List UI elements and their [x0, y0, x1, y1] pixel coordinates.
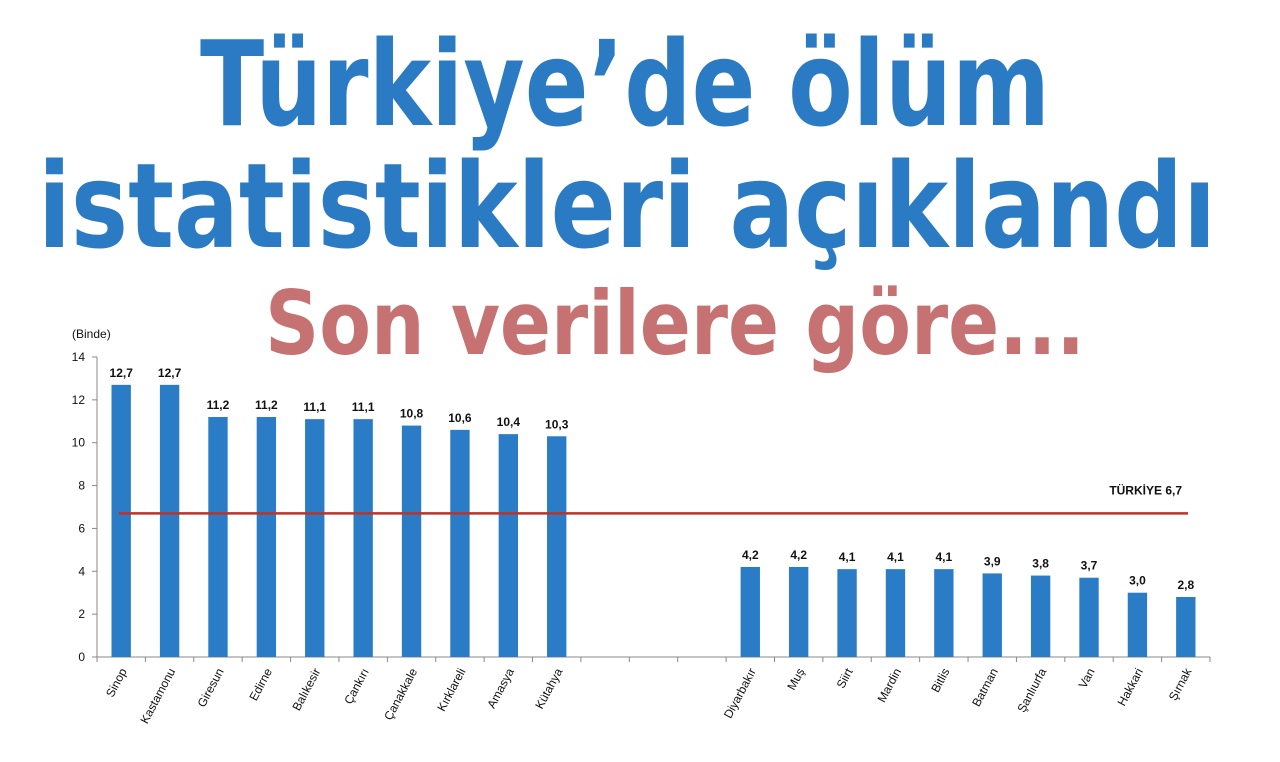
bar	[256, 417, 277, 657]
value-label: 10,6	[448, 411, 472, 425]
x-tick-label: Diyarbakır	[721, 666, 759, 721]
x-tick-label: Batman	[969, 666, 1001, 709]
y-axis-label: (Binde)	[72, 327, 111, 341]
value-label: 4,1	[887, 550, 904, 564]
x-tick-label: Kırklareli	[434, 666, 468, 714]
x-tick-label: Kütahya	[532, 666, 565, 712]
x-tick-label: Şanlıurfa	[1014, 666, 1049, 715]
bar	[1030, 575, 1051, 657]
value-label: 3,9	[984, 554, 1001, 568]
bar	[450, 429, 470, 657]
value-label: 4,1	[839, 550, 856, 564]
bar	[788, 567, 809, 657]
x-tick-label: Çanakkale	[381, 666, 420, 723]
y-tick-label: 2	[78, 607, 85, 621]
x-tick-label: Bitlis	[928, 666, 952, 695]
bar	[111, 384, 131, 657]
bar	[1079, 577, 1099, 657]
y-tick-label: 6	[78, 521, 85, 535]
bar	[305, 419, 325, 657]
bar	[740, 567, 760, 657]
bar	[498, 434, 519, 657]
bar	[401, 425, 422, 657]
subtitle: Son verilere göre...	[265, 272, 1085, 375]
headline-line: istatistikleri açıklandı	[38, 137, 1216, 275]
y-tick-label: 0	[78, 650, 85, 664]
y-tick-label: 12	[72, 393, 86, 407]
value-label: 11,1	[352, 400, 375, 414]
x-tick-label: Amasya	[484, 666, 517, 711]
value-label: 3,8	[1032, 557, 1049, 571]
x-tick-label: Van	[1076, 666, 1098, 691]
bar	[982, 573, 1002, 657]
value-label: 10,3	[545, 417, 569, 431]
x-tick-label: Şırnak	[1166, 665, 1195, 703]
value-label: 3,0	[1129, 574, 1146, 588]
x-tick-label: Sinop	[103, 666, 130, 700]
x-tick-label: Kastamonu	[137, 666, 178, 726]
value-label: 10,8	[400, 407, 424, 421]
y-tick-label: 4	[78, 564, 85, 578]
x-tick-label: Balıkesir	[289, 666, 323, 713]
value-label: 3,7	[1081, 559, 1098, 573]
value-label: 4,2	[742, 548, 759, 562]
bar	[159, 384, 180, 657]
x-tick-label: Siirt	[834, 665, 856, 690]
bar	[547, 436, 567, 657]
value-label: 11,2	[255, 398, 278, 412]
bar	[837, 569, 857, 657]
value-label: 10,4	[497, 415, 521, 429]
value-label: 2,8	[1177, 578, 1194, 592]
bar	[1176, 597, 1196, 657]
bar	[1127, 592, 1148, 657]
reference-label: TÜRKİYE 6,7	[1109, 482, 1182, 497]
x-tick-label: Hakkari	[1115, 666, 1146, 708]
bar	[353, 419, 373, 657]
value-label: 12,7	[110, 366, 134, 380]
y-tick-label: 8	[78, 479, 85, 493]
bar	[885, 569, 906, 657]
x-tick-label: Çankırı	[341, 666, 372, 707]
y-tick-label: 14	[72, 350, 86, 364]
value-label: 4,2	[790, 548, 807, 562]
value-label: 11,2	[207, 398, 230, 412]
value-label: 4,1	[936, 550, 953, 564]
x-tick-label: Edirne	[246, 666, 275, 703]
x-tick-label: Muş	[784, 666, 807, 693]
x-tick-label: Giresun	[195, 666, 227, 710]
x-tick-label: Mardin	[875, 666, 905, 705]
bar	[934, 569, 954, 657]
value-label: 12,7	[158, 366, 182, 380]
y-tick-label: 10	[72, 436, 86, 450]
headline-line: Türkiye’de ölüm	[200, 15, 1050, 153]
value-label: 11,1	[303, 400, 326, 414]
bar	[208, 417, 228, 657]
